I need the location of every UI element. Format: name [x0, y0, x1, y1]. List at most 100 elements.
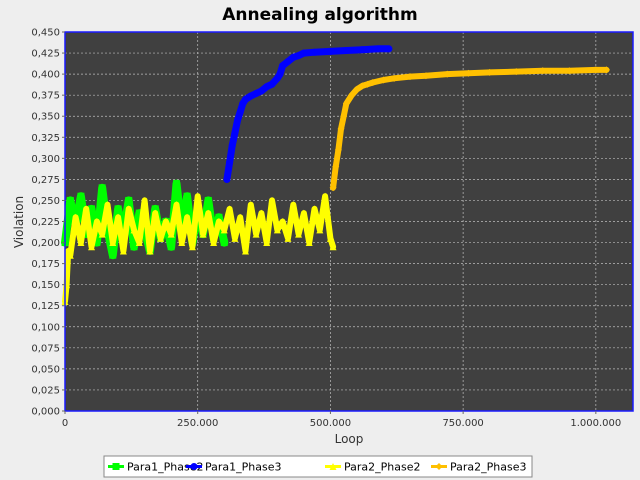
data-point-para2-phase2	[114, 213, 122, 221]
data-point-para2-phase2	[247, 201, 255, 209]
data-point-para1-phase3	[385, 45, 393, 53]
data-point-para2-phase2	[135, 239, 143, 247]
data-point-para1-phase2	[93, 239, 101, 247]
data-point-para2-phase3	[406, 73, 414, 81]
data-point-para2-phase2	[93, 218, 101, 225]
data-point-para2-phase3	[380, 76, 388, 84]
y-tick-label: 0,150	[31, 280, 60, 291]
legend-swatch-marker	[190, 463, 198, 470]
data-point-para2-phase3	[512, 68, 520, 76]
data-point-para1-phase3	[231, 129, 239, 137]
data-point-para1-phase3	[289, 53, 297, 61]
data-point-para1-phase2	[88, 205, 96, 213]
data-point-para2-phase2	[204, 209, 212, 217]
data-point-para1-phase2	[66, 196, 74, 204]
data-point-para1-phase3	[268, 80, 276, 88]
data-point-para2-phase3	[592, 66, 600, 74]
data-point-para1-phase2	[204, 196, 212, 204]
data-point-para1-phase2	[135, 209, 143, 217]
data-point-para2-phase2	[263, 239, 271, 247]
y-axis-ticks: 0,000 0,025 0,050 0,075 0,100 0,125 0,150 0,175…	[31, 28, 65, 418]
data-point-para2-phase3	[340, 112, 348, 120]
data-point-para1-phase2	[109, 251, 117, 259]
y-tick-label: 0,325	[31, 133, 60, 144]
data-point-para2-phase3	[342, 100, 350, 108]
legend-item-para1-phase2: Para1_Phase2	[108, 461, 203, 474]
data-point-para2-phase3	[565, 67, 573, 75]
data-point-para2-phase2	[268, 196, 276, 204]
data-point-para1-phase3	[252, 89, 260, 97]
data-point-para2-phase2	[125, 205, 133, 213]
series-line-para2-phase2	[62, 193, 337, 305]
y-axis-label: Violation	[12, 196, 26, 248]
data-point-para2-phase2	[199, 230, 207, 238]
legend-item-para2-phase3: Para2_Phase3	[431, 461, 526, 474]
data-point-para2-phase3	[329, 184, 337, 192]
data-point-para2-phase2	[329, 243, 337, 251]
data-point-para2-phase2	[172, 201, 180, 209]
data-point-para2-phase3	[332, 163, 340, 171]
data-point-para1-phase3	[284, 57, 292, 65]
data-point-para1-phase3	[247, 92, 255, 100]
legend-swatch-marker	[112, 463, 120, 470]
y-tick-label: 0,200	[31, 238, 60, 249]
x-tick-label: 750.000	[442, 418, 483, 429]
data-point-para2-phase3	[337, 125, 345, 133]
data-point-para2-phase3	[348, 91, 356, 99]
data-point-para2-phase2	[252, 230, 260, 238]
data-point-para2-phase2	[289, 201, 297, 209]
data-point-para1-phase3	[223, 175, 231, 183]
data-point-para2-phase2	[231, 234, 239, 242]
series-para1-phase3	[223, 45, 393, 183]
data-point-para1-phase3	[374, 45, 382, 53]
data-point-para1-phase2	[130, 243, 138, 251]
data-point-para2-phase3	[364, 80, 372, 88]
data-point-para2-phase2	[103, 201, 111, 209]
data-point-para2-phase2	[157, 234, 165, 242]
legend-label: Para1_Phase3	[205, 461, 281, 474]
data-point-para2-phase2	[295, 230, 303, 238]
legend-swatch-marker	[435, 463, 443, 470]
data-point-para1-phase3	[257, 87, 265, 95]
data-point-para2-phase3	[353, 85, 361, 93]
data-point-para2-phase3	[539, 67, 547, 75]
data-point-para1-phase2	[215, 213, 223, 221]
y-tick-label: 0,425	[31, 49, 60, 60]
data-point-para2-phase2	[241, 247, 249, 255]
data-point-para1-phase2	[172, 180, 180, 188]
chart-title: Annealing algorithm	[222, 5, 418, 25]
data-point-para1-phase3	[276, 70, 284, 78]
series-para2-phase2	[61, 192, 337, 306]
data-point-para2-phase2	[146, 247, 154, 255]
data-point-para1-phase2	[98, 184, 106, 192]
data-point-para1-phase3	[279, 62, 287, 70]
data-point-para1-phase2	[82, 230, 90, 238]
data-point-para1-phase2	[125, 196, 133, 204]
data-point-para2-phase2	[257, 209, 265, 217]
y-tick-label: 0,300	[31, 154, 60, 165]
data-point-para1-phase3	[342, 47, 350, 55]
data-point-para1-phase3	[226, 159, 234, 167]
legend-item-para1-phase3: Para1_Phase3	[186, 461, 281, 474]
data-point-para2-phase2	[109, 239, 117, 247]
x-tick-label: 500.000	[310, 418, 351, 429]
data-point-para2-phase2	[66, 251, 74, 259]
data-point-para2-phase2	[305, 239, 313, 247]
data-point-para1-phase2	[183, 192, 191, 200]
data-point-para1-phase2	[103, 226, 111, 234]
y-tick-label: 0,400	[31, 70, 60, 81]
y-tick-label: 0,275	[31, 175, 60, 186]
y-tick-label: 0,375	[31, 91, 60, 102]
data-point-para2-phase2	[236, 213, 244, 221]
data-point-para2-phase2	[119, 247, 127, 255]
series-para2-phase3	[329, 66, 610, 192]
data-point-para2-phase2	[178, 239, 186, 247]
data-point-para2-phase2	[321, 192, 329, 200]
data-point-para1-phase2	[114, 205, 122, 213]
legend-box	[103, 455, 533, 478]
x-axis-ticks: 0 250.000 500.000 750.000 1.000.000	[62, 411, 621, 429]
data-point-para2-phase2	[300, 209, 308, 217]
data-point-para1-phase3	[236, 108, 244, 116]
data-point-para1-phase2	[220, 239, 228, 247]
